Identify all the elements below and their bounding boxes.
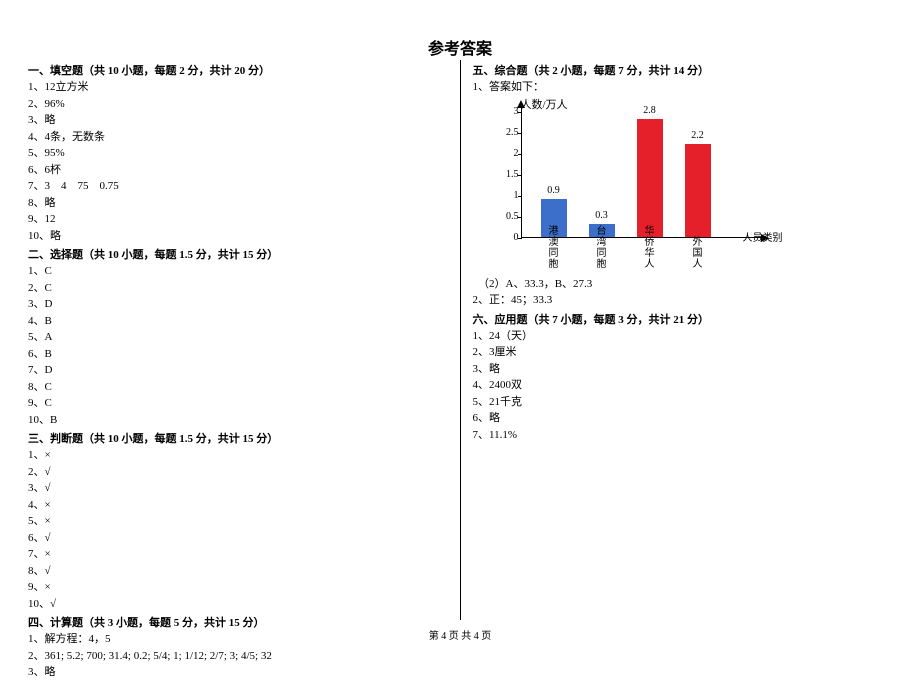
chart-container: 人数/万人 人员类别 00.511.522.530.9港澳同胞0.3台湾同胞2.… [493, 100, 893, 270]
section1-item: 3、略 [28, 112, 448, 129]
bar-category-label: 华侨华人 [643, 226, 657, 270]
y-tick-label: 3 [501, 106, 519, 117]
section2-item: 8、C [28, 379, 448, 396]
bar: 2.8 [637, 119, 663, 237]
bar-value-label: 2.8 [637, 105, 663, 116]
y-tick-mark [518, 217, 522, 218]
section6-item: 4、2400双 [473, 377, 893, 394]
bar-category-label: 台湾同胞 [595, 226, 609, 270]
section3-item: 7、× [28, 546, 448, 563]
y-tick-mark [518, 133, 522, 134]
section2-item: 9、C [28, 395, 448, 412]
section1-item: 6、6杯 [28, 162, 448, 179]
bar-value-label: 0.9 [541, 185, 567, 196]
section3-item: 3、√ [28, 480, 448, 497]
section1-item: 4、4条，无数条 [28, 129, 448, 146]
bar-value-label: 0.3 [589, 210, 615, 221]
section6-item: 7、11.1% [473, 427, 893, 444]
bar: 2.2 [685, 144, 711, 236]
section3-head: 三、判断题（共 10 小题，每题 1.5 分，共计 15 分） [28, 430, 448, 446]
section6-head: 六、应用题（共 7 小题，每题 3 分，共计 21 分） [473, 311, 893, 327]
section3-item: 2、√ [28, 464, 448, 481]
section3-item: 8、√ [28, 563, 448, 580]
section5-item: （2）A、33.3，B、27.3 [473, 276, 893, 293]
bar-category-label: 外国人 [691, 237, 705, 270]
section1-item: 8、略 [28, 195, 448, 212]
section2-item: 10、B [28, 412, 448, 429]
section5-item: 1、答案如下： [473, 79, 893, 96]
section6-item: 5、21千克 [473, 394, 893, 411]
y-tick-mark [518, 154, 522, 155]
section2-item: 2、C [28, 280, 448, 297]
section6-item: 6、略 [473, 410, 893, 427]
section1-item: 9、12 [28, 211, 448, 228]
y-tick-mark [518, 238, 522, 239]
bar-category-label: 港澳同胞 [547, 226, 561, 270]
section2-item: 1、C [28, 263, 448, 280]
section1-item: 7、3 4 75 0.75 [28, 178, 448, 195]
section3-item: 4、× [28, 497, 448, 514]
content-columns: 一、填空题（共 10 小题，每题 2 分，共计 20 分） 1、12立方米2、9… [28, 60, 892, 620]
section2-item: 5、A [28, 329, 448, 346]
section1-head: 一、填空题（共 10 小题，每题 2 分，共计 20 分） [28, 62, 448, 78]
page-footer: 第 4 页 共 4 页 [0, 627, 920, 642]
bar-chart: 人数/万人 人员类别 00.511.522.530.9港澳同胞0.3台湾同胞2.… [493, 100, 773, 270]
section2-item: 7、D [28, 362, 448, 379]
y-tick-label: 0.5 [501, 211, 519, 222]
y-tick-label: 0 [501, 232, 519, 243]
y-tick-mark [518, 196, 522, 197]
right-column: 五、综合题（共 2 小题，每题 7 分，共计 14 分） 1、答案如下： 人数/… [460, 60, 893, 620]
x-axis-label: 人员类别 [743, 229, 783, 244]
section2-head: 二、选择题（共 10 小题，每题 1.5 分，共计 15 分） [28, 246, 448, 262]
left-column: 一、填空题（共 10 小题，每题 2 分，共计 20 分） 1、12立方米2、9… [28, 60, 460, 620]
y-tick-mark [518, 112, 522, 113]
section6-item: 3、略 [473, 361, 893, 378]
section5-head: 五、综合题（共 2 小题，每题 7 分，共计 14 分） [473, 62, 893, 78]
section3-item: 1、× [28, 447, 448, 464]
section2-item: 4、B [28, 313, 448, 330]
y-axis [521, 106, 522, 238]
y-tick-label: 2.5 [501, 127, 519, 138]
section2-item: 6、B [28, 346, 448, 363]
section3-item: 6、√ [28, 530, 448, 547]
y-tick-label: 1.5 [501, 169, 519, 180]
y-tick-mark [518, 175, 522, 176]
section1-item: 10、略 [28, 228, 448, 245]
section4-item: 3、略 [28, 664, 448, 681]
y-tick-label: 1 [501, 190, 519, 201]
section3-item: 10、√ [28, 596, 448, 613]
section3-item: 5、× [28, 513, 448, 530]
section1-item: 2、96% [28, 96, 448, 113]
section2-item: 3、D [28, 296, 448, 313]
bar-value-label: 2.2 [685, 130, 711, 141]
section6-item: 2、3厘米 [473, 344, 893, 361]
section5-item: 2、正：45；33.3 [473, 292, 893, 309]
section3-item: 9、× [28, 579, 448, 596]
y-tick-label: 2 [501, 148, 519, 159]
section6-item: 1、24（天） [473, 328, 893, 345]
section1-item: 1、12立方米 [28, 79, 448, 96]
y-axis-label: 人数/万人 [521, 96, 568, 112]
section1-item: 5、95% [28, 145, 448, 162]
page-title: 参考答案 [0, 0, 920, 67]
